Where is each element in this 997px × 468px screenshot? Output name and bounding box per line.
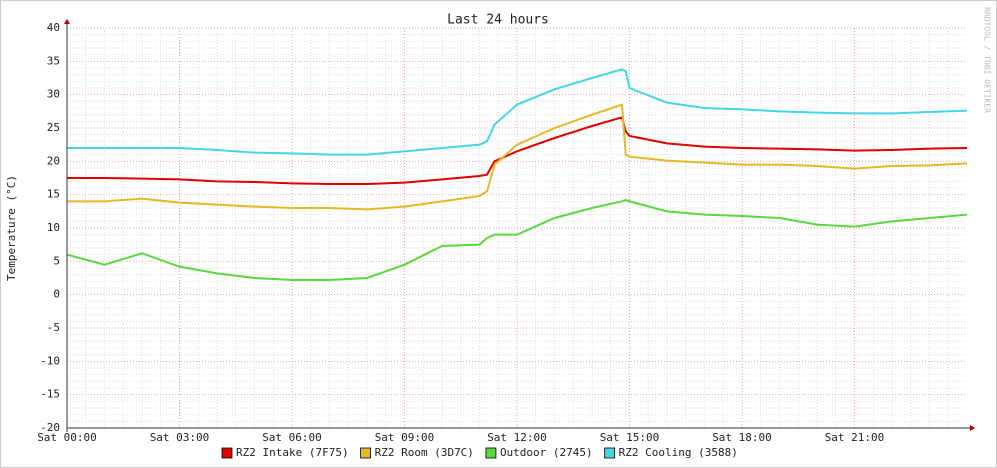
- x-tick-label: Sat 18:00: [712, 431, 772, 444]
- plot: [66, 68, 968, 281]
- legend-label: RZ2 Cooling (3588): [619, 446, 738, 459]
- y-axis-label: Temperature (°C): [5, 175, 18, 281]
- y-tick-label: 15: [47, 188, 60, 201]
- y-tick-label: -20: [40, 421, 60, 434]
- series-line: [66, 198, 968, 281]
- x-tick-label: Sat 21:00: [825, 431, 885, 444]
- y-arrow: [64, 19, 70, 24]
- y-tick-label: 25: [47, 121, 60, 134]
- y-tick-label: 35: [47, 54, 60, 67]
- y-tick-label: -15: [40, 388, 60, 401]
- watermark: RRDTOOL / TOBI OETIKER: [983, 7, 992, 113]
- legend: RZ2 Intake (7F75) RZ2 Room (3D7C) Outdoor …: [221, 446, 738, 459]
- legend-swatch: [604, 447, 616, 459]
- y-tick-label: 10: [47, 221, 60, 234]
- legend-label: RZ2 Intake (7F75): [236, 446, 349, 459]
- chart-title: Last 24 hours: [447, 13, 549, 28]
- legend-swatch: [485, 447, 497, 459]
- legend-swatch: [221, 447, 233, 459]
- x-tick-label: Sat 09:00: [375, 431, 435, 444]
- series-line: [67, 68, 968, 156]
- legend-label: RZ2 Room (3D7C): [375, 446, 474, 459]
- y-tick-label: 30: [47, 88, 60, 101]
- y-tick-label: 40: [47, 21, 60, 34]
- x-arrow: [970, 425, 975, 431]
- y-tick-label: -10: [40, 354, 60, 367]
- x-tick-label: Sat 15:00: [600, 431, 660, 444]
- x-tick-label: Sat 12:00: [487, 431, 547, 444]
- x-tick-label: Sat 00:00: [37, 431, 97, 444]
- y-tick-label: 20: [47, 154, 60, 167]
- y-tick-label: 5: [53, 254, 60, 267]
- y-tick-label: 0: [53, 288, 60, 301]
- grid: -20 -15 -10 -5 0 5 10 15 20 25 30 35 40 Sat 00:00 Sat …: [37, 21, 967, 444]
- x-tick-label: Sat 03:00: [150, 431, 210, 444]
- legend-swatch: [360, 447, 371, 459]
- x-tick-label: Sat 06:00: [262, 431, 322, 444]
- legend-label: Outdoor (2745): [500, 446, 593, 459]
- y-tick-label: -5: [47, 321, 60, 334]
- series-line: [67, 116, 968, 185]
- series-line: [67, 103, 968, 211]
